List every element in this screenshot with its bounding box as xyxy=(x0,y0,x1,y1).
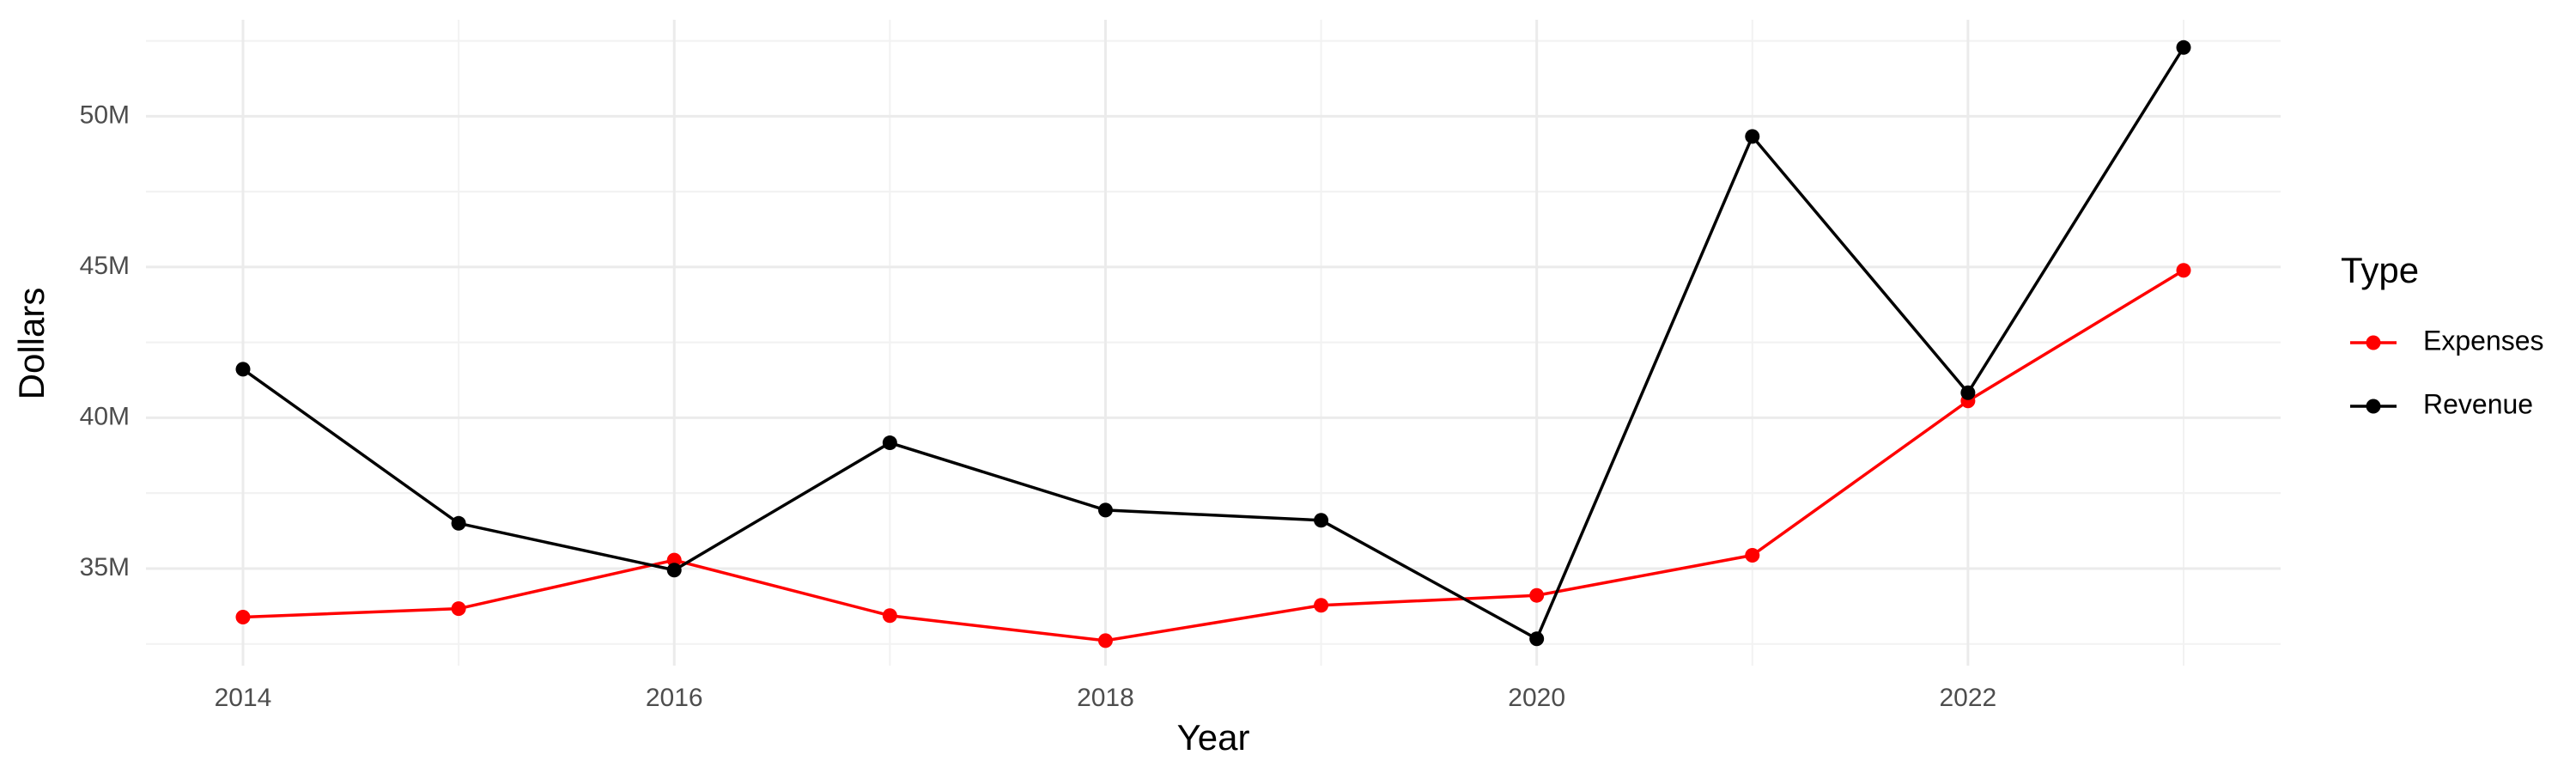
data-point xyxy=(1745,129,1760,144)
x-axis-title: Year xyxy=(1177,717,1250,758)
data-point xyxy=(235,609,251,624)
y-tick-label: 50M xyxy=(80,100,130,129)
data-point xyxy=(666,563,682,578)
y-tick-label: 35M xyxy=(80,553,130,581)
x-tick-label: 2018 xyxy=(1077,684,1134,712)
x-tick-label: 2020 xyxy=(1508,684,1565,712)
data-point xyxy=(1097,502,1113,518)
data-point xyxy=(1314,598,1329,613)
data-point xyxy=(235,362,251,377)
data-point xyxy=(451,601,466,617)
data-point xyxy=(1529,631,1545,647)
x-tick-label: 2016 xyxy=(646,684,703,712)
legend-title: Type xyxy=(2341,250,2419,290)
data-point xyxy=(1097,633,1113,648)
legend-key-point xyxy=(2366,335,2381,350)
x-tick-label: 2014 xyxy=(215,684,272,712)
data-point xyxy=(882,608,897,624)
data-point xyxy=(882,435,897,451)
y-axis-title: Dollars xyxy=(11,288,52,400)
legend-label: Revenue xyxy=(2423,388,2533,419)
data-point xyxy=(1960,385,1976,400)
data-point xyxy=(1314,513,1329,528)
series-line xyxy=(241,46,2185,642)
data-point xyxy=(451,515,466,531)
y-tick-label: 45M xyxy=(80,252,130,280)
data-point xyxy=(2176,40,2191,55)
data-point xyxy=(2176,263,2191,278)
data-point xyxy=(1745,548,1760,563)
y-tick-label: 40M xyxy=(80,402,130,430)
series-line xyxy=(242,269,2184,642)
data-point xyxy=(1529,587,1545,603)
x-tick-label: 2022 xyxy=(1940,684,1997,712)
legend-key-point xyxy=(2366,399,2381,414)
legend-label: Expenses xyxy=(2423,325,2544,356)
